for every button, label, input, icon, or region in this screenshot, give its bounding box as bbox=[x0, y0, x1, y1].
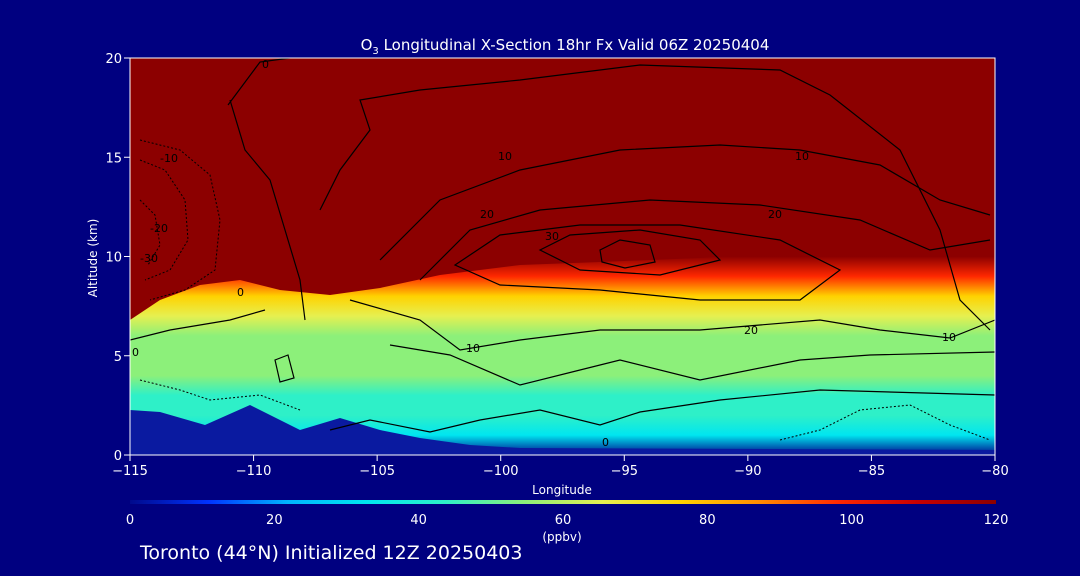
surface-terrain bbox=[130, 405, 995, 455]
contour-label: 20 bbox=[768, 208, 782, 221]
contour-label: 0 bbox=[262, 58, 269, 71]
colorbar-tick-label: 0 bbox=[126, 513, 134, 528]
x-tick-label: −105 bbox=[359, 464, 395, 479]
colorbar bbox=[130, 500, 996, 504]
contour-lines bbox=[130, 58, 995, 433]
x-tick-label: −115 bbox=[112, 464, 148, 479]
plot-area: 0 -10 -20 -30 10 20 30 0 10 20 10 10 20 … bbox=[130, 58, 995, 455]
negative-contours bbox=[139, 139, 991, 441]
colorbar-tick-label: 40 bbox=[410, 513, 427, 528]
contour-label: -30 bbox=[140, 252, 158, 265]
x-tick-label: −85 bbox=[858, 464, 885, 479]
colorbar-tick-label: 80 bbox=[699, 513, 716, 528]
x-axis-ticks: −115 −110 −105 −100 −95 −90 −85 −80 bbox=[112, 455, 1009, 479]
colorbar-tick-label: 120 bbox=[984, 513, 1009, 528]
contour-label: 10 bbox=[498, 150, 512, 163]
contour-label: 10 bbox=[942, 331, 956, 344]
contour-label: 20 bbox=[744, 324, 758, 337]
y-axis-ticks: 0 5 10 15 20 bbox=[105, 52, 130, 464]
y-tick-label: 5 bbox=[114, 350, 122, 365]
footer-caption: Toronto (44°N) Initialized 12Z 20250403 bbox=[140, 542, 523, 564]
x-axis-label: Longitude bbox=[532, 483, 592, 497]
contour-label: 0 bbox=[602, 436, 609, 449]
colorbar-tick-label: 60 bbox=[555, 513, 572, 528]
x-tick-label: −100 bbox=[483, 464, 519, 479]
contour-label: -20 bbox=[150, 222, 168, 235]
contour-label: 0 bbox=[237, 286, 244, 299]
colorbar-tick-label: 20 bbox=[266, 513, 283, 528]
contour-label: 20 bbox=[480, 208, 494, 221]
contour-label: 10 bbox=[795, 150, 809, 163]
colorbar-tick-label: 100 bbox=[839, 513, 864, 528]
y-tick-label: 20 bbox=[105, 52, 122, 67]
contour-label: 30 bbox=[545, 230, 559, 243]
tropospheric-ozone-field bbox=[130, 230, 995, 455]
contour-label: -10 bbox=[160, 152, 178, 165]
y-tick-label: 10 bbox=[105, 251, 122, 266]
colorbar-unit: (ppbv) bbox=[542, 530, 581, 544]
contour-labels: 0 -10 -20 -30 10 20 30 0 10 20 10 10 20 … bbox=[132, 58, 956, 449]
y-tick-label: 0 bbox=[114, 449, 122, 464]
x-tick-label: −95 bbox=[611, 464, 638, 479]
y-axis-label: Altitude (km) bbox=[86, 219, 100, 298]
x-tick-label: −80 bbox=[981, 464, 1008, 479]
chart-title: O3 Longitudinal X-Section 18hr Fx Valid … bbox=[361, 36, 770, 57]
colorbar-ticks: 0 20 40 60 80 100 120 bbox=[126, 513, 1009, 528]
contour-label: 10 bbox=[466, 342, 480, 355]
y-tick-label: 15 bbox=[105, 151, 122, 166]
x-tick-label: −90 bbox=[734, 464, 761, 479]
x-tick-label: −110 bbox=[236, 464, 272, 479]
contour-label: 0 bbox=[132, 346, 139, 359]
